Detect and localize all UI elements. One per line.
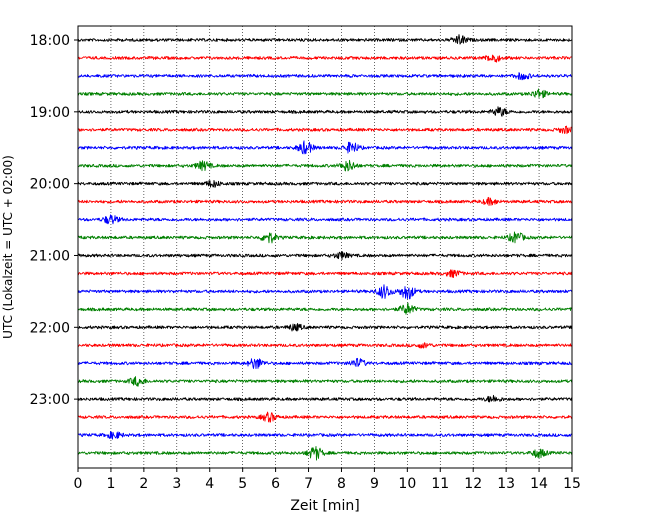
y-axis-label: UTC (Lokalzeit = UTC + 02:00): [1, 155, 15, 339]
trace-series: [77, 214, 573, 225]
trace-series: [77, 302, 573, 315]
trace-series: [77, 159, 573, 172]
y-tick-label: 18:00: [30, 33, 70, 49]
x-tick-label: 0: [74, 476, 83, 492]
y-tick-label: 19:00: [30, 105, 70, 121]
trace-series: [77, 106, 573, 117]
x-tick-label: 6: [271, 476, 280, 492]
x-tick-label: 14: [530, 476, 548, 492]
x-tick-label: 2: [139, 476, 148, 492]
x-tick-label: 3: [172, 476, 181, 492]
trace-series: [77, 72, 573, 81]
x-tick-label: 10: [398, 476, 416, 492]
x-tick-label: 5: [238, 476, 247, 492]
trace-series: [77, 34, 573, 45]
y-tick-label: 21:00: [30, 248, 70, 264]
x-tick-label: 11: [431, 476, 449, 492]
x-axis-label: Zeit [min]: [290, 498, 359, 514]
trace-series: [77, 88, 573, 99]
x-tick-label: 15: [563, 476, 581, 492]
y-axis-ticks: 18:00 19:00 20:00 21:00 22:00 23:00: [30, 33, 78, 408]
trace-series: [77, 411, 573, 423]
y-tick-label: 22:00: [30, 320, 70, 336]
x-tick-label: 1: [106, 476, 115, 492]
trace-series: [77, 180, 573, 188]
trace-series: [77, 342, 573, 349]
x-tick-label: 7: [304, 476, 313, 492]
x-tick-label: 4: [205, 476, 214, 492]
plot-frame: [77, 25, 573, 469]
x-axis-ticks: 0 1 2 3 4 5 6 7 8 9 10 11 12 13 14 15: [74, 468, 581, 492]
x-tick-label: 9: [370, 476, 379, 492]
trace-series: [77, 196, 573, 206]
trace-series: [77, 322, 573, 332]
x-tick-label: 12: [464, 476, 482, 492]
trace-series: [77, 376, 573, 387]
trace-series: [77, 394, 573, 403]
trace-series-group: [77, 34, 573, 461]
trace-series: [77, 140, 573, 155]
trace-series: [77, 284, 573, 300]
trace-series: [77, 125, 573, 135]
trace-series: [77, 231, 573, 244]
trace-series: [77, 54, 573, 63]
y-tick-label: 20:00: [30, 177, 70, 193]
plot-background: [78, 26, 572, 468]
x-tick-label: 13: [497, 476, 515, 492]
trace-series: [77, 251, 573, 261]
x-tick-label: 8: [337, 476, 346, 492]
y-tick-label: 23:00: [30, 392, 70, 408]
trace-series: [77, 269, 573, 279]
trace-series: [77, 430, 573, 440]
trace-series: [77, 446, 573, 461]
trace-series: [77, 357, 573, 370]
